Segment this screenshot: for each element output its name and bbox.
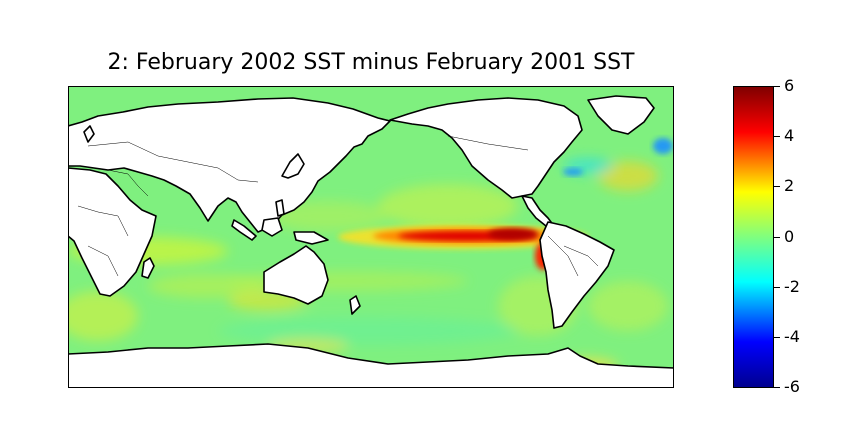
colorbar-tick-mark: [774, 287, 780, 288]
colorbar: [733, 86, 774, 388]
landmass-greenland: [587, 95, 655, 135]
colorbar-tick-mark: [774, 86, 780, 87]
sst-difference-map: [68, 86, 674, 388]
landmass-antarctica: [68, 343, 674, 388]
landmass-australia: [263, 245, 329, 305]
colorbar-tick-label: -4: [784, 327, 800, 346]
colorbar-tick-mark: [774, 237, 780, 238]
colorbar-tick-label: 4: [784, 126, 795, 145]
colorbar-tick-mark: [774, 186, 780, 187]
colorbar-tick-label: 2: [784, 176, 795, 195]
colorbar-tick-mark: [774, 337, 780, 338]
colorbar-tick-mark: [774, 387, 780, 388]
colorbar-tick-label: 6: [784, 76, 795, 95]
landmass-new-guinea: [293, 231, 329, 245]
colorbar-tick-label: -2: [784, 277, 800, 296]
landmass-madagascar: [141, 257, 155, 279]
landmass-british-isles: [83, 125, 95, 143]
country-borders: [77, 135, 599, 277]
landmass-africa: [68, 167, 157, 297]
landmass-borneo: [261, 217, 283, 237]
landmass-sumatra: [231, 219, 257, 241]
colorbar-tick-label: -6: [784, 377, 800, 396]
map-frame: [68, 86, 674, 388]
landmass-north-america: [389, 97, 583, 199]
landmass-new-zealand: [349, 295, 361, 315]
map-title: 2: February 2002 SST minus February 2001…: [107, 50, 635, 75]
landmass-philippines: [275, 199, 285, 217]
colorbar-tick-mark: [774, 136, 780, 137]
landmass-south-america: [539, 221, 615, 329]
landmass-japan: [281, 153, 305, 179]
land: [68, 95, 674, 388]
landmass-eurasia: [68, 97, 391, 233]
colorbar-tick-label: 0: [784, 227, 795, 246]
equatorial-warm-anomaly: [273, 138, 673, 270]
